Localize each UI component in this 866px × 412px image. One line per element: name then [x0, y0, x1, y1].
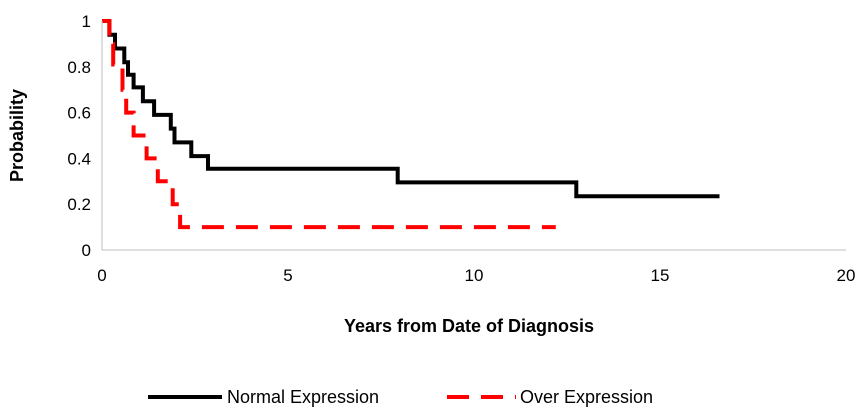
y-tick-labels: 0 0.2 0.4 0.6 0.8 1	[67, 12, 91, 260]
y-tick-label: 0	[82, 241, 91, 260]
series-line-normal-expression	[102, 19, 720, 199]
axes	[101, 21, 846, 251]
y-tick-label: 0.6	[67, 104, 91, 123]
x-axis-title: Years from Date of Diagnosis	[344, 316, 594, 336]
legend-label-normal-expression: Normal Expression	[227, 387, 379, 407]
x-tick-label: 0	[97, 266, 106, 285]
legend-label-over-expression: Over Expression	[520, 387, 653, 407]
y-axis-title: Probability	[7, 89, 27, 182]
x-tick-labels: 0 5 10 15 20	[97, 266, 855, 285]
y-tick-label: 1	[82, 12, 91, 31]
legend: Normal Expression Over Expression	[148, 387, 653, 407]
y-tick-label: 0.4	[67, 149, 91, 168]
y-tick-label: 0.2	[67, 195, 91, 214]
series-line-over-expression	[102, 19, 556, 230]
x-tick-label: 20	[837, 266, 856, 285]
x-tick-label: 5	[283, 266, 292, 285]
plot-area	[102, 19, 720, 230]
x-tick-label: 15	[651, 266, 670, 285]
x-tick-label: 10	[465, 266, 484, 285]
y-tick-label: 0.8	[67, 58, 91, 77]
